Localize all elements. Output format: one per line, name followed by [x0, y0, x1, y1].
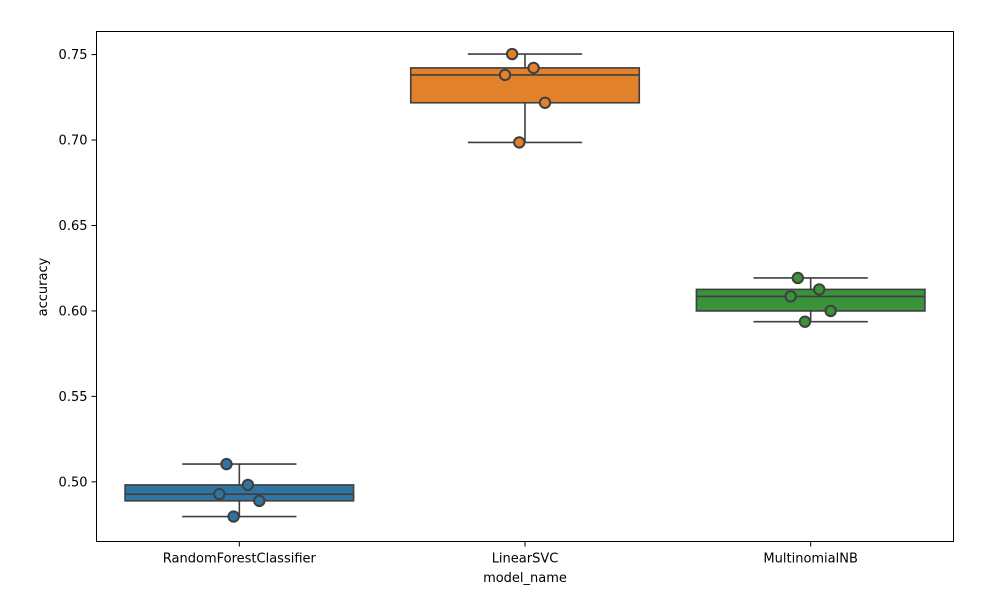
data-point — [241, 478, 255, 492]
y-tick-label: 0.55 — [59, 390, 88, 405]
x-tick-label: MultinomialNB — [763, 552, 857, 567]
data-point — [784, 290, 797, 303]
box — [409, 67, 641, 104]
y-tick-label: 0.60 — [59, 304, 88, 319]
data-point — [505, 47, 519, 61]
data-point — [798, 315, 812, 328]
data-point — [227, 510, 240, 523]
y-tick-label: 0.65 — [59, 219, 88, 234]
data-point — [527, 61, 540, 75]
x-axis-label: model_name — [483, 571, 567, 586]
y-tick-label: 0.75 — [59, 48, 88, 63]
x-axis: RandomForestClassifier LinearSVC Multinomi… — [163, 541, 858, 567]
box-group-LinearSVC — [409, 47, 641, 149]
data-point — [791, 271, 805, 285]
box-series-group — [124, 47, 926, 523]
y-axis: 0.50 0.55 0.60 0.65 0.70 0.75 — [59, 48, 97, 490]
x-tick-label: RandomForestClassifier — [163, 552, 317, 567]
data-point — [220, 457, 233, 471]
data-point — [498, 68, 512, 82]
box — [695, 288, 926, 312]
x-tick-label: LinearSVC — [492, 552, 559, 567]
box — [124, 484, 355, 502]
data-point — [213, 487, 226, 501]
box-group-MultinomialNB — [695, 271, 926, 328]
y-axis-label: accuracy — [36, 257, 51, 316]
y-tick-label: 0.70 — [59, 134, 88, 149]
data-point — [253, 494, 266, 508]
y-tick-label: 0.50 — [59, 475, 88, 490]
data-point — [538, 96, 552, 109]
data-point — [813, 283, 826, 296]
box-group-RandomForestClassifier — [124, 457, 355, 523]
data-point — [824, 304, 837, 318]
data-point — [513, 136, 526, 149]
